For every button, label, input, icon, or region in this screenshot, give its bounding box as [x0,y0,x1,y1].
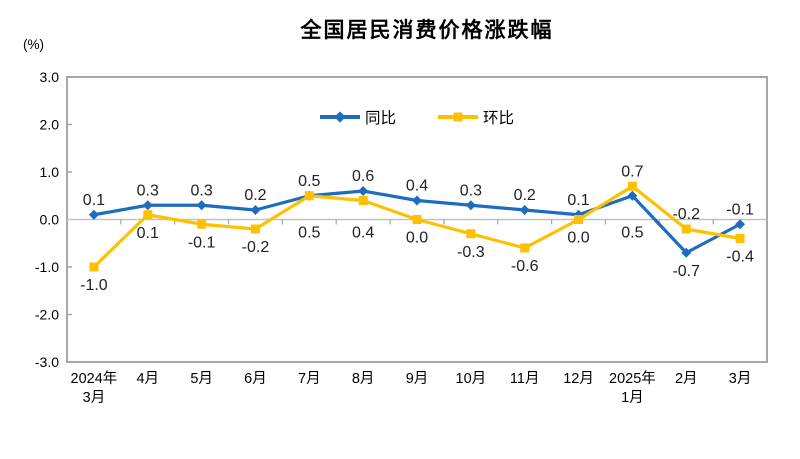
data-label: 0.3 [190,182,212,199]
x-tick-label: 2024年 [71,370,118,387]
x-tick-label: 6月 [244,371,267,387]
y-tick-label: 0.0 [40,212,60,228]
y-axis-unit-label: (%) [23,37,44,52]
data-label: 0.2 [244,187,266,204]
data-label: 0.4 [352,225,374,242]
data-point-marker-0 [250,205,261,215]
data-label: 0.3 [460,182,482,199]
legend: 同比 环比 [67,108,767,127]
legend-label-mom: 环比 [483,110,515,127]
y-tick-label: 2.0 [40,117,60,133]
data-label: 0.1 [83,192,105,209]
legend-label-yoy: 同比 [364,110,396,127]
data-label: -0.2 [242,239,270,256]
data-label: 0.5 [298,225,320,242]
data-point-marker-0 [627,190,638,201]
data-point-marker-0 [196,200,207,211]
data-label: 0.0 [567,230,589,247]
y-tick-label: -2.0 [35,307,59,323]
x-tick-label: 12月 [563,371,594,387]
data-label: 0.4 [406,178,428,195]
data-point-marker-0 [465,200,476,211]
data-label: 0.0 [406,230,428,247]
x-tick-label: 1月 [621,390,644,406]
data-label: 0.5 [298,173,320,190]
data-label: -0.1 [726,201,754,218]
x-tick-label: 3月 [83,390,106,406]
data-point-marker-1 [574,215,584,224]
data-point-marker-0 [735,219,746,230]
legend-item-yoy: 同比 [319,108,396,127]
data-point-marker-1 [735,234,745,243]
data-point-marker-1 [358,196,368,205]
legend-item-mom: 环比 [438,108,515,127]
y-tick-label: -1.0 [35,259,59,275]
data-point-marker-1 [681,224,691,234]
data-label: -0.7 [672,263,700,280]
x-tick-label: 3月 [729,371,752,387]
data-label: -0.4 [726,249,754,266]
x-tick-label: 8月 [352,371,375,387]
legend-line-mom [438,112,478,122]
data-point-marker-1 [520,243,530,253]
data-label: 0.3 [137,182,159,199]
square-marker-icon [453,112,463,122]
data-point-marker-0 [681,247,692,258]
data-label: -0.1 [188,234,216,251]
data-point-marker-1 [250,224,260,234]
data-label: 0.1 [567,192,589,209]
y-tick-label: 3.0 [40,69,60,85]
data-point-marker-1 [143,210,153,220]
y-tick-label: -3.0 [35,354,59,370]
data-point-marker-0 [142,200,153,211]
x-tick-label: 11月 [510,371,540,387]
data-label: -0.3 [457,244,485,261]
data-point-marker-0 [412,195,422,206]
data-label: 0.6 [352,168,374,185]
data-point-marker-0 [358,186,369,196]
data-label: 0.7 [621,163,643,180]
x-tick-label: 5月 [190,371,213,387]
data-point-marker-1 [627,181,637,191]
x-tick-label: 2025年 [609,370,656,387]
data-label: -1.0 [80,277,108,294]
data-label: -0.2 [672,206,700,223]
data-point-marker-1 [466,229,476,239]
data-point-marker-0 [88,209,99,220]
data-point-marker-1 [89,262,99,272]
y-tick-label: 1.0 [40,164,60,180]
data-label: -0.6 [511,258,539,275]
x-tick-label: 7月 [298,371,321,387]
x-tick-label: 4月 [136,371,159,387]
data-label: 0.1 [137,225,159,242]
data-point-marker-1 [197,219,207,229]
legend-line-yoy [319,111,360,123]
data-point-marker-1 [304,191,314,201]
x-tick-label: 10月 [456,371,487,387]
chart-title: 全国居民消费价格涨跌幅 [300,19,554,42]
data-label: 0.5 [621,225,643,242]
data-point-marker-1 [412,215,422,224]
x-tick-label: 9月 [406,371,429,387]
data-label: 0.2 [514,187,536,204]
data-point-marker-0 [519,205,530,215]
x-tick-label: 2月 [675,371,698,387]
